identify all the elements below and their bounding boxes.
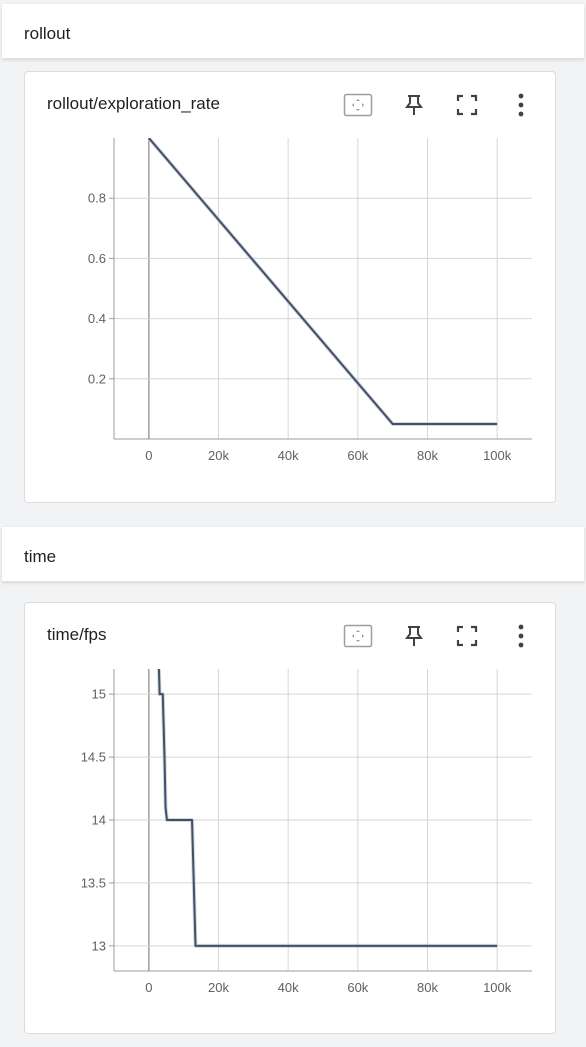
x-tick-label: 100k — [483, 448, 512, 463]
x-tick-label: 60k — [347, 448, 368, 463]
section-title: rollout — [24, 24, 71, 43]
more-vert-icon — [518, 624, 524, 648]
x-tick-label: 0 — [145, 980, 152, 995]
fit-domain-icon — [343, 624, 373, 648]
y-tick-label: 14.5 — [81, 750, 106, 765]
line-chart-exploration-rate[interactable]: 0.2 0.4 0.6 0.8 0 20k 40k 60k 80k 100k — [25, 72, 555, 502]
x-tick-label: 0 — [145, 448, 152, 463]
x-tick-label: 40k — [278, 448, 299, 463]
series-line — [148, 138, 498, 425]
x-tick-label: 60k — [347, 980, 368, 995]
fullscreen-button[interactable] — [452, 92, 482, 118]
pin-button[interactable] — [399, 92, 429, 118]
fullscreen-button[interactable] — [452, 623, 482, 649]
fit-domain-button[interactable] — [343, 92, 373, 118]
y-tick-label: 0.6 — [88, 251, 106, 266]
x-tick-label: 80k — [417, 980, 438, 995]
series-line-raw — [156, 669, 498, 948]
x-tick-label: 20k — [208, 980, 229, 995]
y-tick-label: 0.8 — [88, 191, 106, 206]
fit-domain-button[interactable] — [343, 623, 373, 649]
fullscreen-icon — [456, 94, 478, 116]
chart-title: time/fps — [47, 625, 107, 644]
fit-domain-icon — [343, 93, 373, 117]
y-tick-label: 15 — [92, 687, 106, 702]
chart-card-exploration-rate: rollout/exploration_rate 0.2 0.4 0.6 0.8 0 20… — [24, 71, 556, 503]
more-vert-icon — [518, 93, 524, 117]
chart-card-fps: time/fps 13 13.5 14 14.5 15 0 20k 40k 60k 80k 100k — [24, 602, 556, 1034]
section-header-time[interactable]: time — [2, 527, 584, 582]
x-tick-label: 40k — [278, 980, 299, 995]
chart-title: rollout/exploration_rate — [47, 94, 220, 113]
section-title: time — [24, 547, 57, 566]
pin-button[interactable] — [399, 623, 429, 649]
pin-icon — [405, 95, 423, 115]
more-options-button[interactable] — [506, 623, 536, 649]
y-tick-label: 13 — [92, 938, 106, 953]
section-header-rollout[interactable]: rollout — [2, 4, 584, 59]
more-options-button[interactable] — [506, 92, 536, 118]
pin-icon — [405, 626, 423, 646]
y-tick-label: 0.2 — [88, 371, 106, 386]
x-tick-label: 20k — [208, 448, 229, 463]
line-chart-fps[interactable]: 13 13.5 14 14.5 15 0 20k 40k 60k 80k 100k — [25, 603, 555, 1033]
x-tick-label: 100k — [483, 980, 512, 995]
series-line-raw — [147, 138, 498, 426]
y-tick-label: 14 — [92, 813, 106, 828]
series-line — [157, 669, 498, 947]
y-tick-label: 0.4 — [88, 311, 106, 326]
fullscreen-icon — [456, 625, 478, 647]
y-tick-label: 13.5 — [81, 875, 106, 890]
x-tick-label: 80k — [417, 448, 438, 463]
